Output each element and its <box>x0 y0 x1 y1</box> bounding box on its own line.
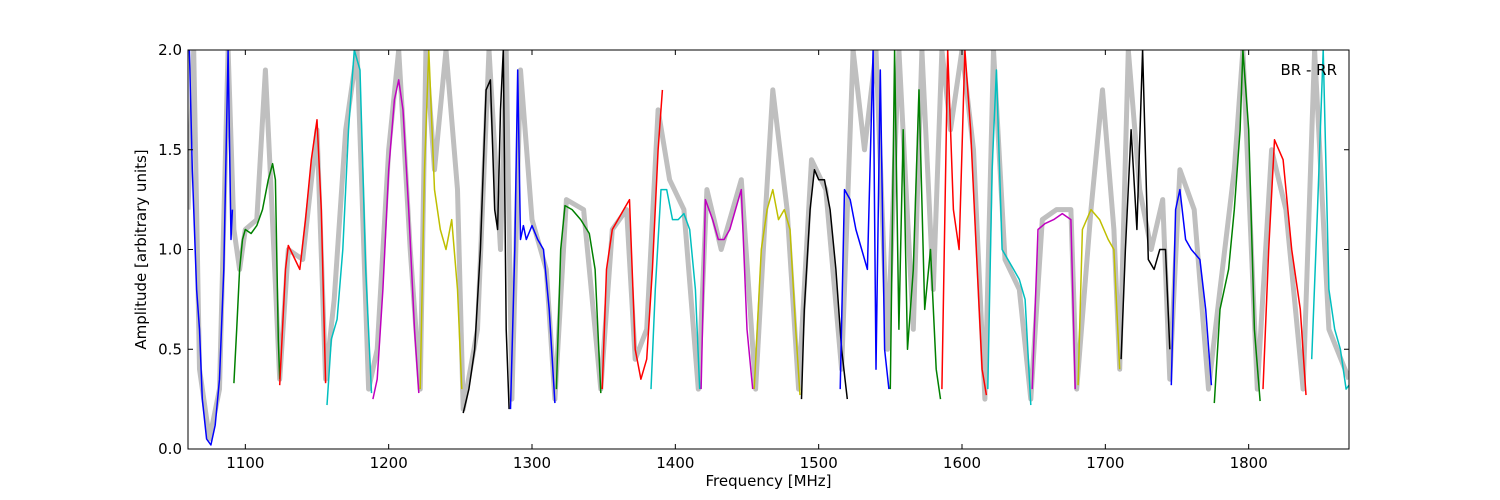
series-line-14 <box>800 168 849 400</box>
x-tick-label: 1500 <box>800 454 838 472</box>
series-line-20 <box>1077 208 1121 386</box>
series-line-17 <box>941 50 988 396</box>
x-tick-label: 1200 <box>370 454 408 472</box>
series-line-9 <box>555 204 602 394</box>
series-line-24 <box>1262 139 1307 396</box>
series-line-23 <box>1213 50 1261 404</box>
y-tick-label: 1.5 <box>158 141 182 159</box>
series-line-13 <box>753 188 801 396</box>
series-line-25 <box>1310 50 1349 390</box>
x-tick-label: 1400 <box>656 454 694 472</box>
series-line-3 <box>278 119 327 386</box>
y-tick-label: 1.0 <box>158 241 182 259</box>
x-axis-label: Frequency [MHz] <box>705 472 831 490</box>
series-line-10 <box>601 89 664 390</box>
series-line-11 <box>650 188 701 390</box>
x-tick-label: 1300 <box>513 454 551 472</box>
y-tick-label: 0.5 <box>158 340 182 358</box>
chart-annotation: BR - RR <box>1280 61 1337 79</box>
tick-layer: 1100 1200 1300 1400 1500 1600 1700 1800 0.0 0.5 1.… <box>158 41 1349 472</box>
series-line-1 <box>188 50 234 446</box>
series-line-12 <box>700 188 754 390</box>
series-line-2 <box>233 162 281 384</box>
series-line-21 <box>1120 50 1171 360</box>
x-tick-label: 1700 <box>1086 454 1124 472</box>
series-line-16 <box>889 50 942 400</box>
series-line-5 <box>372 79 420 400</box>
y-tick-label: 0.0 <box>158 440 182 458</box>
series-line-15 <box>839 50 890 390</box>
series-line-4 <box>326 50 373 406</box>
y-axis-label: Amplitude [arbitrary units] <box>132 149 150 349</box>
series-line-6 <box>419 50 463 390</box>
series-line-22 <box>1170 188 1213 386</box>
y-tick-label: 2.0 <box>158 41 182 59</box>
series-line-18 <box>987 69 1032 406</box>
series-line-19 <box>1031 212 1076 390</box>
series-line-8 <box>509 69 556 410</box>
series-layer <box>188 50 1349 446</box>
x-tick-label: 1600 <box>943 454 981 472</box>
background-trace <box>188 50 1349 442</box>
x-tick-label: 1800 <box>1230 454 1268 472</box>
x-tick-label: 1100 <box>226 454 264 472</box>
series-line-7 <box>462 50 510 414</box>
background-trace-layer <box>188 50 1349 442</box>
